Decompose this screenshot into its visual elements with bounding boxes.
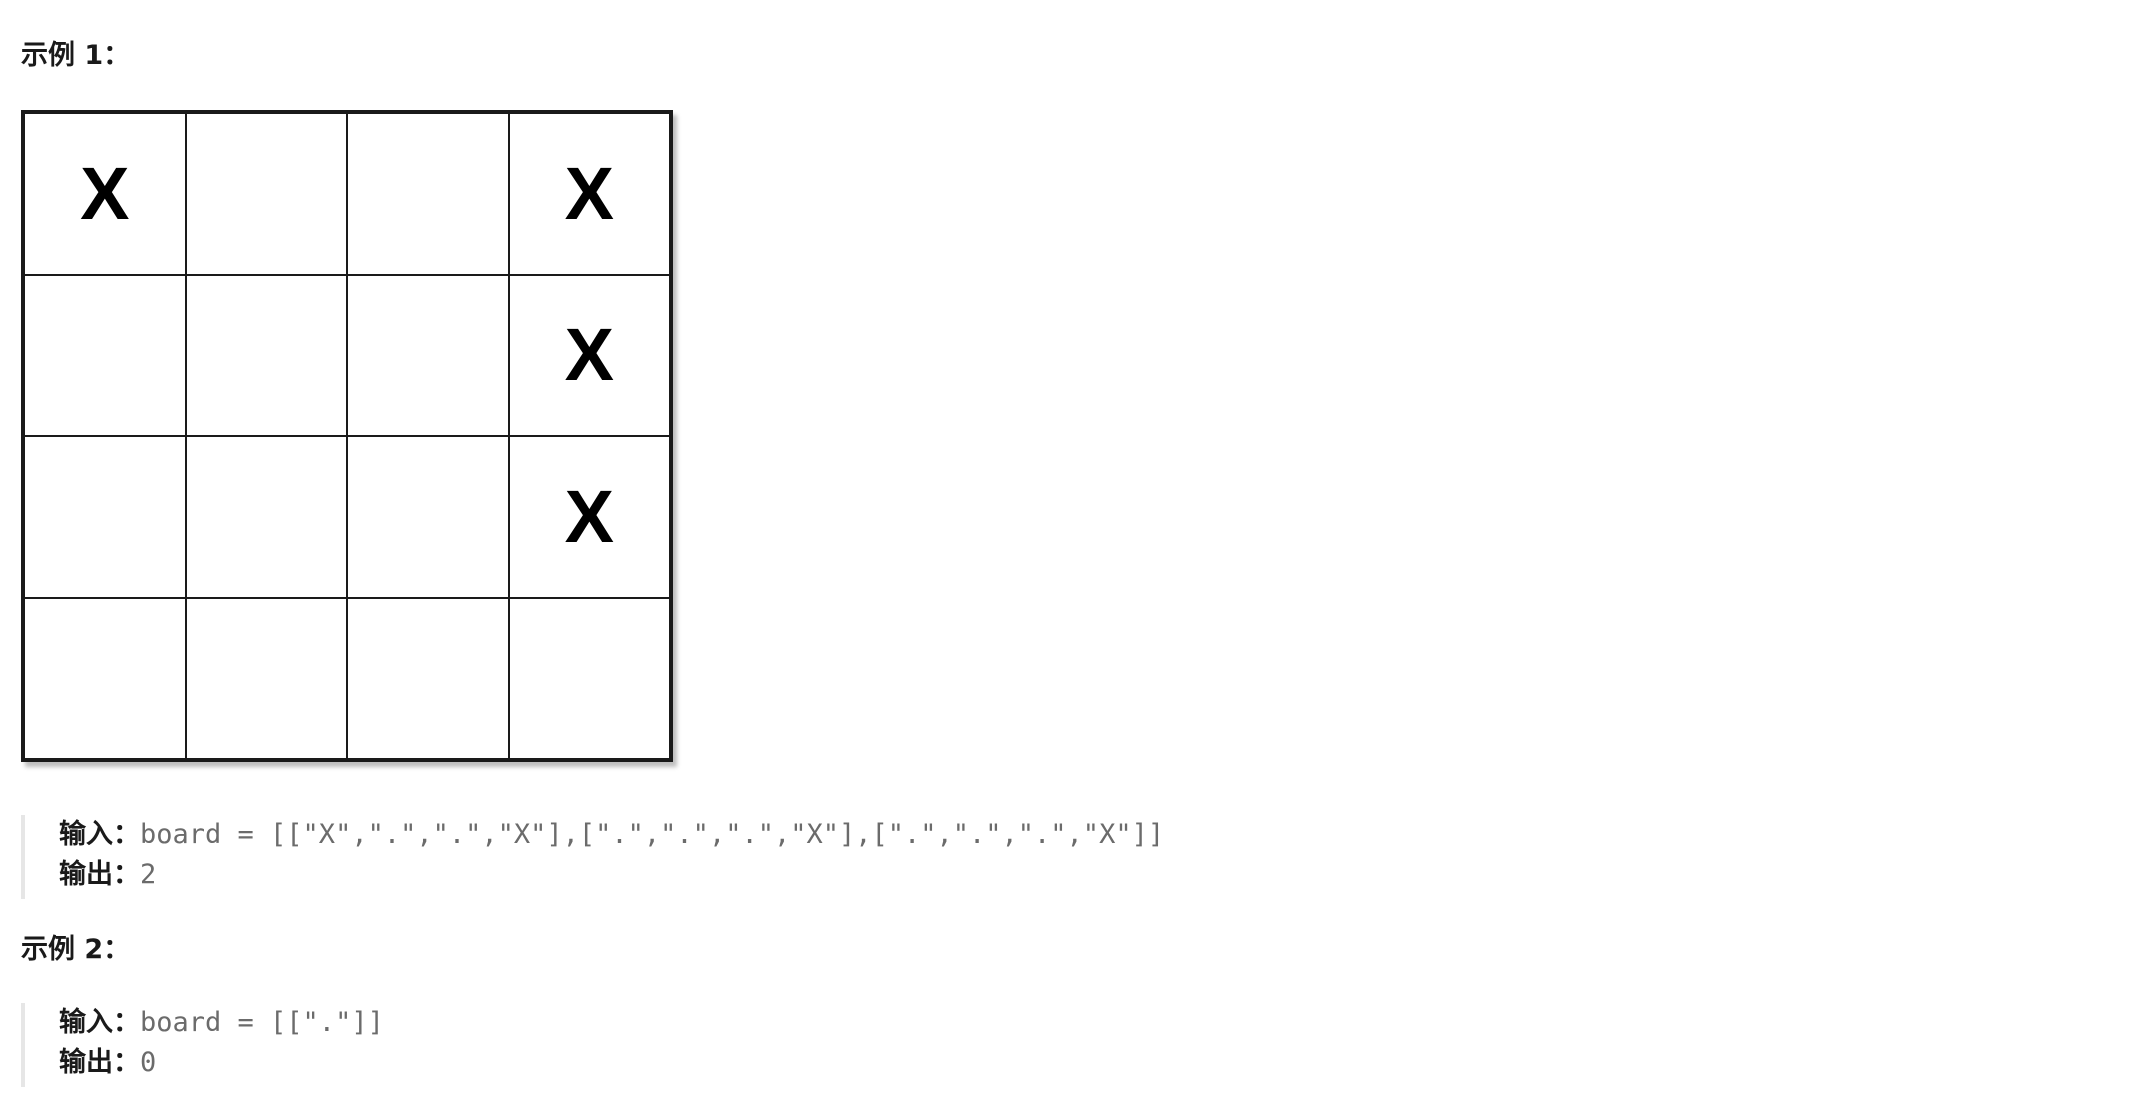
example-1-heading: 示例 1：	[21, 40, 131, 71]
example-2-output-line: 输出：0	[59, 1043, 384, 1083]
board-cell	[185, 436, 347, 598]
board-cell	[347, 113, 509, 275]
board-cell	[24, 597, 186, 759]
board-cell: X	[508, 113, 670, 275]
output-label: 输出：	[59, 1047, 140, 1078]
board-cell	[347, 274, 509, 436]
output-value: 2	[140, 859, 157, 890]
board-cell	[185, 274, 347, 436]
board-cell	[185, 597, 347, 759]
board-cell	[24, 436, 186, 598]
board-cell	[185, 113, 347, 275]
example-1-input-line: 输入：board = [["X",".",".","X"],[".",".","…	[59, 815, 1164, 855]
board-cell: X	[508, 274, 670, 436]
input-label: 输入：	[59, 819, 140, 850]
example-2-heading: 示例 2：	[21, 934, 131, 965]
example-1-board-image: X X X X	[21, 110, 673, 762]
example-2-io-block: 输入：board = [["."]] 输出：0	[21, 1003, 384, 1087]
board-cell	[347, 436, 509, 598]
board-cell: X	[24, 113, 186, 275]
output-label: 输出：	[59, 859, 140, 890]
board-cell	[24, 274, 186, 436]
input-value: board = [["X",".",".","X"],[".",".",".",…	[140, 819, 1165, 850]
example-2-input-line: 输入：board = [["."]]	[59, 1003, 384, 1043]
board-cell	[347, 597, 509, 759]
output-value: 0	[140, 1047, 157, 1078]
example-1-io-block: 输入：board = [["X",".",".","X"],[".",".","…	[21, 815, 1164, 899]
example-1-output-line: 输出：2	[59, 855, 1164, 895]
board-cell: X	[508, 436, 670, 598]
input-value: board = [["."]]	[140, 1007, 384, 1038]
board-cell	[508, 597, 670, 759]
input-label: 输入：	[59, 1007, 140, 1038]
